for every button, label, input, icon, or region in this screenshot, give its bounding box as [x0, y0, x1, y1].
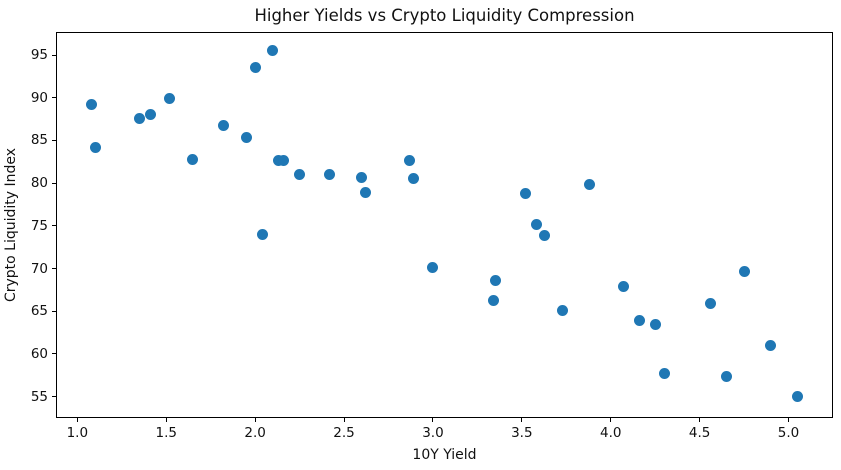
data-point	[89, 141, 101, 153]
y-tick-label: 65	[30, 303, 48, 320]
x-tick-label: 2.5	[333, 425, 355, 441]
data-point	[187, 153, 199, 165]
y-tick-mark	[52, 268, 56, 270]
y-axis-label: Crypto Liquidity Index	[3, 147, 19, 303]
x-tick-label: 1.5	[155, 425, 177, 441]
data-point	[134, 112, 146, 124]
y-tick-label: 80	[30, 175, 48, 192]
x-tick-label: 2.0	[244, 425, 266, 441]
x-tick-mark	[165, 418, 167, 422]
data-point	[324, 169, 336, 181]
data-point	[539, 229, 551, 241]
data-point	[530, 218, 542, 230]
data-point	[404, 154, 416, 166]
data-point	[720, 370, 732, 382]
chart-title: Higher Yields vs Crypto Liquidity Compre…	[254, 6, 635, 25]
x-tick-label: 4.0	[599, 425, 622, 441]
x-tick-mark	[343, 418, 345, 422]
x-tick-label: 4.5	[688, 425, 711, 441]
data-point	[407, 172, 419, 184]
data-point	[649, 318, 661, 330]
data-point	[583, 178, 595, 190]
data-point	[738, 265, 750, 277]
data-point	[86, 99, 98, 111]
x-axis-label: 10Y Yield	[412, 447, 477, 463]
data-point	[278, 155, 290, 167]
y-tick-mark	[52, 225, 56, 227]
x-tick-mark	[254, 418, 256, 422]
x-tick-label: 3.0	[422, 425, 444, 441]
x-tick-label: 1.0	[66, 425, 89, 441]
y-tick-mark	[52, 182, 56, 184]
x-tick-mark	[788, 418, 790, 422]
y-tick-mark	[52, 310, 56, 312]
data-point	[765, 339, 777, 351]
data-point	[427, 262, 439, 274]
y-tick-label: 70	[30, 260, 48, 277]
data-point	[633, 315, 645, 327]
x-tick-mark	[76, 418, 78, 422]
y-tick-label: 85	[30, 132, 48, 149]
data-point	[791, 391, 803, 403]
data-point	[617, 280, 629, 292]
data-point	[658, 368, 670, 380]
data-point	[164, 93, 176, 105]
y-tick-label: 95	[30, 47, 48, 64]
x-tick-label: 3.5	[511, 425, 533, 441]
data-point	[356, 171, 368, 183]
y-tick-mark	[52, 97, 56, 99]
y-tick-label: 60	[30, 345, 48, 362]
data-point	[217, 119, 229, 131]
data-point	[256, 228, 268, 240]
data-point	[704, 298, 716, 310]
x-tick-mark	[432, 418, 434, 422]
y-tick-label: 90	[30, 89, 48, 106]
data-point	[249, 62, 261, 74]
data-point	[294, 169, 306, 181]
x-tick-mark	[699, 418, 701, 422]
x-tick-label: 5.0	[777, 425, 800, 441]
y-tick-mark	[52, 396, 56, 398]
data-point	[240, 132, 252, 144]
y-tick-mark	[52, 353, 56, 355]
data-point	[557, 304, 569, 316]
data-point	[489, 275, 501, 286]
y-tick-mark	[52, 54, 56, 56]
y-tick-label: 75	[30, 217, 48, 234]
plot-area	[56, 32, 833, 418]
data-point	[359, 187, 371, 199]
y-tick-mark	[52, 139, 56, 141]
y-tick-label: 55	[30, 388, 48, 405]
data-point	[487, 294, 499, 306]
x-tick-mark	[610, 418, 612, 422]
x-tick-mark	[521, 418, 523, 422]
data-point	[519, 187, 531, 199]
data-point	[267, 45, 279, 57]
data-point	[144, 109, 156, 121]
